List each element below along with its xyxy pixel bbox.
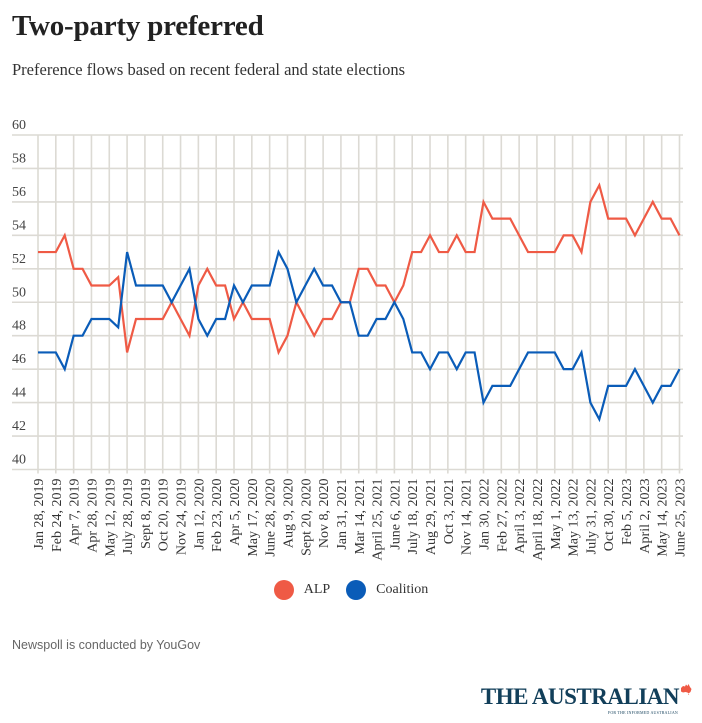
x-tick-label: April 2, 2023: [638, 479, 653, 554]
x-tick-label: Aug 29, 2021: [424, 479, 439, 556]
x-tick-label: May 14, 2023: [656, 479, 671, 557]
x-tick-label: June 6, 2021: [388, 479, 403, 550]
legend: ALP Coalition: [0, 580, 702, 600]
y-tick-label: 46: [12, 352, 26, 367]
y-tick-label: 56: [12, 185, 26, 200]
x-tick-label: Feb 5, 2023: [620, 479, 635, 546]
y-tick-label: 58: [12, 151, 26, 166]
x-tick-label: May 12, 2019: [103, 479, 118, 557]
y-tick-label: 54: [12, 218, 26, 233]
x-tick-label: Mar 14, 2021: [353, 479, 368, 555]
legend-item-alp[interactable]: ALP: [273, 580, 331, 600]
y-axis-labels: 60 58 56 54 52 50 48 46 44 42 40: [12, 118, 26, 468]
x-tick-label: Oct 20, 2019: [157, 479, 172, 552]
coalition-swatch-icon: [346, 580, 367, 600]
chart-subtitle: Preference flows based on recent federal…: [12, 60, 406, 79]
legend-label-alp: ALP: [303, 582, 331, 597]
chart-title: Two-party preferred: [12, 10, 264, 42]
logo-wordmark: THE AUSTRALIAN: [480, 684, 680, 709]
x-tick-label: July 31, 2022: [584, 479, 599, 555]
x-tick-label: June 25, 2023: [674, 479, 689, 557]
x-tick-label: Feb 24, 2019: [50, 479, 65, 553]
alp-swatch-icon: [273, 580, 294, 600]
x-tick-label: May 17, 2020: [246, 479, 261, 557]
y-tick-label: 50: [12, 285, 26, 300]
x-tick-label: Oct 3, 2021: [442, 479, 457, 545]
y-tick-label: 48: [12, 319, 26, 334]
x-tick-label: Nov 24, 2019: [175, 479, 190, 556]
x-tick-label: May 1, 2022: [549, 479, 564, 550]
x-tick-label: Jan 31, 2021: [335, 479, 350, 550]
publisher-logo[interactable]: THE AUSTRALIAN FOR THE INFORMED AUSTRALI…: [480, 684, 692, 715]
x-tick-label: June 28, 2020: [264, 479, 279, 557]
source-note: Newspoll is conducted by YouGov: [12, 638, 201, 652]
series-lines: [37, 182, 681, 423]
series-points-coalition: [37, 252, 680, 420]
x-tick-label: May 13, 2022: [567, 479, 582, 557]
x-tick-label: Apr 7, 2019: [68, 479, 83, 546]
y-tick-label: 42: [12, 419, 26, 434]
legend-label-coalition: Coalition: [376, 582, 429, 597]
x-tick-label: Apr 5, 2020: [228, 479, 243, 546]
y-tick-label: 60: [12, 118, 26, 133]
x-tick-label: July 28, 2019: [121, 479, 136, 555]
x-tick-label: Jan 28, 2019: [32, 479, 47, 550]
x-tick-label: Apr 28, 2019: [85, 479, 100, 553]
x-tick-label: April 3, 2022: [513, 479, 528, 554]
x-tick-label: Nov 8, 2020: [317, 479, 332, 549]
x-tick-label: April 25, 2021: [371, 479, 386, 561]
x-tick-label: April 18, 2022: [531, 479, 546, 561]
australia-map-icon: [681, 684, 692, 695]
x-tick-label: Sept 8, 2019: [139, 479, 154, 549]
x-tick-label: July 18, 2021: [406, 479, 421, 555]
x-tick-label: Jan 12, 2020: [192, 479, 207, 550]
x-tick-label: Oct 30, 2022: [602, 479, 617, 552]
y-tick-label: 44: [12, 386, 26, 401]
x-tick-label: Feb 23, 2020: [210, 479, 225, 553]
x-tick-label: Nov 14, 2021: [460, 479, 475, 556]
y-tick-label: 40: [12, 453, 26, 468]
legend-item-coalition[interactable]: Coalition: [346, 580, 428, 600]
x-tick-label: Aug 9, 2020: [281, 479, 296, 549]
logo-tagline: FOR THE INFORMED AUSTRALIAN: [607, 710, 678, 715]
x-tick-label: Feb 27, 2022: [495, 479, 510, 553]
x-axis-labels: Jan 28, 2019 Feb 24, 2019 Apr 7, 2019 Apr 2…: [32, 479, 689, 561]
x-tick-label: Jan 30, 2022: [477, 479, 492, 550]
x-gridlines: [37, 135, 681, 474]
y-tick-label: 52: [12, 252, 26, 267]
x-tick-label: Sept 20, 2020: [299, 479, 314, 556]
